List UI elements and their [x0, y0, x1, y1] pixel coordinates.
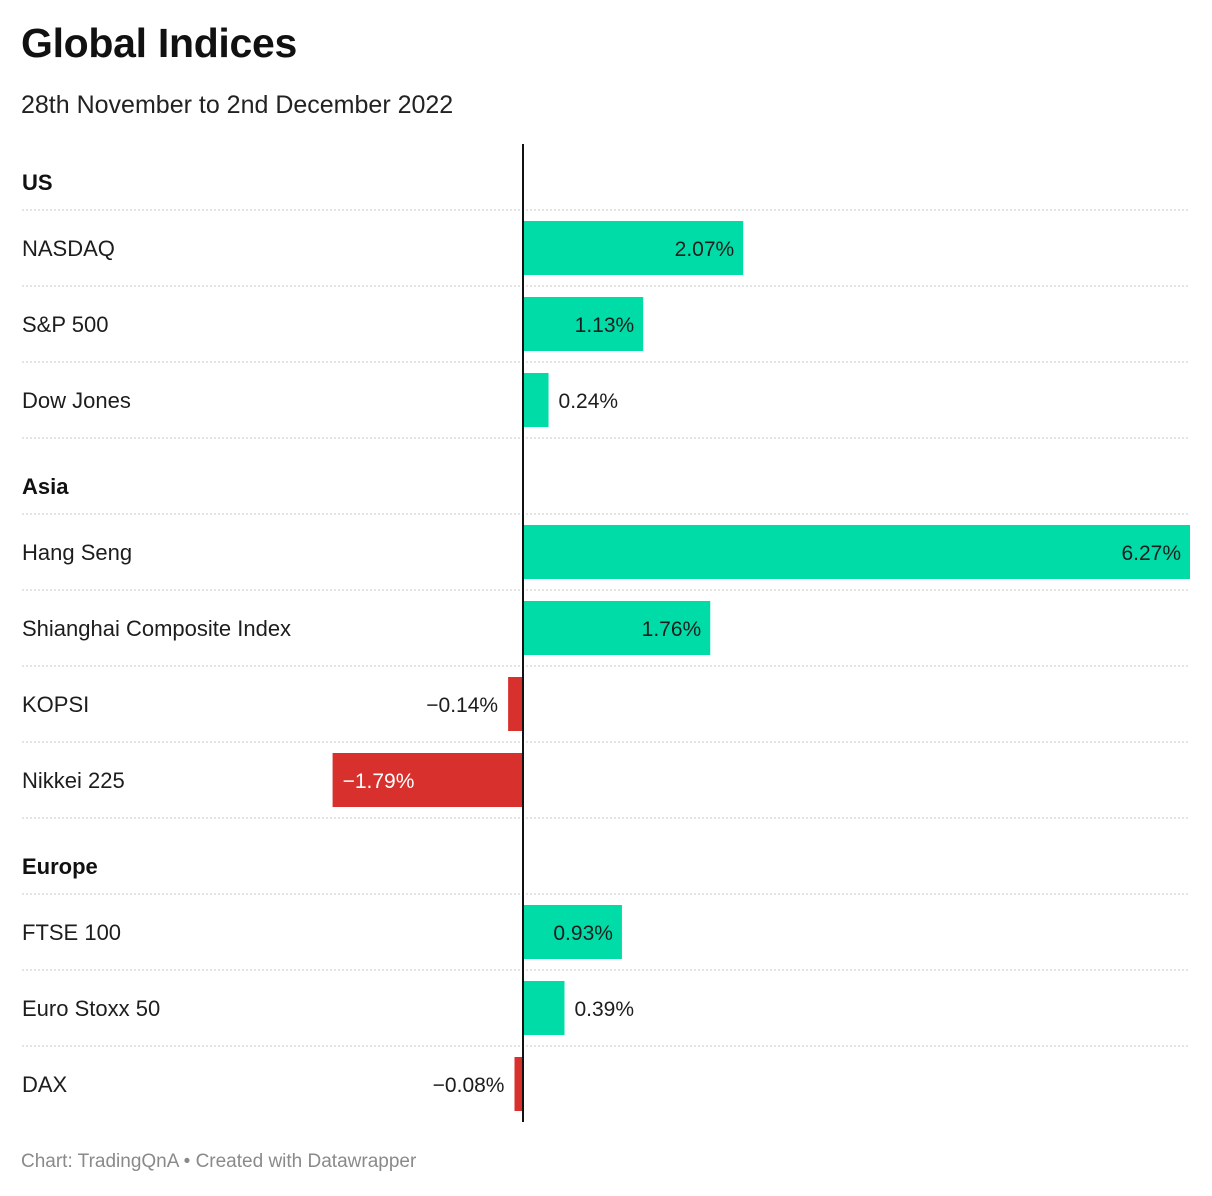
value-label-hang-seng: 6.27%: [1121, 542, 1181, 565]
bar-shianghai-composite-index: [523, 601, 711, 655]
row-label-dax: DAX: [22, 1072, 68, 1097]
value-label-nikkei-225: −1.79%: [343, 770, 415, 793]
value-label-kopsi: −0.14%: [426, 694, 498, 717]
value-label-ftse-100: 0.93%: [553, 922, 613, 945]
row-label-kopsi: KOPSI: [22, 692, 89, 717]
row-label-dow-jones: Dow Jones: [22, 388, 131, 413]
bar-chart: US NASDAQ 2.07% S&P 500 1.13% Dow Jones 0.24% A…: [22, 144, 1190, 1122]
row-label-hang-seng: Hang Seng: [22, 540, 132, 565]
chart-subtitle: 28th November to 2nd December 2022: [21, 91, 454, 119]
row-label-euro-stoxx-50: Euro Stoxx 50: [22, 996, 160, 1021]
bar-kopsi: [508, 677, 523, 731]
chart-title: Global Indices: [21, 20, 298, 66]
row-label-s-p-500: S&P 500: [22, 312, 108, 337]
bar-euro-stoxx-50: [523, 981, 565, 1035]
group-label-asia: Asia: [22, 474, 69, 499]
bar-dow-jones: [523, 373, 549, 427]
value-label-dax: −0.08%: [433, 1074, 505, 1097]
group-label-europe: Europe: [22, 854, 98, 879]
value-label-shianghai-composite-index: 1.76%: [642, 618, 702, 641]
row-label-ftse-100: FTSE 100: [22, 920, 121, 945]
bar-dax: [514, 1057, 523, 1111]
chart-footer: Chart: TradingQnA • Created with Datawra…: [21, 1151, 417, 1172]
value-label-dow-jones: 0.24%: [559, 390, 619, 413]
bar-hang-seng: [523, 525, 1190, 579]
bar-nikkei-225: [332, 753, 523, 807]
bar-ftse-100: [523, 905, 622, 959]
bar-nasdaq: [523, 221, 744, 275]
bar-s-p-500: [523, 297, 644, 351]
group-label-us: US: [22, 170, 53, 195]
value-label-s-p-500: 1.13%: [575, 314, 635, 337]
row-label-shianghai-composite-index: Shianghai Composite Index: [22, 616, 291, 641]
row-label-nasdaq: NASDAQ: [22, 236, 115, 261]
value-label-euro-stoxx-50: 0.39%: [574, 998, 634, 1021]
row-label-nikkei-225: Nikkei 225: [22, 768, 125, 793]
value-label-nasdaq: 2.07%: [675, 238, 735, 261]
